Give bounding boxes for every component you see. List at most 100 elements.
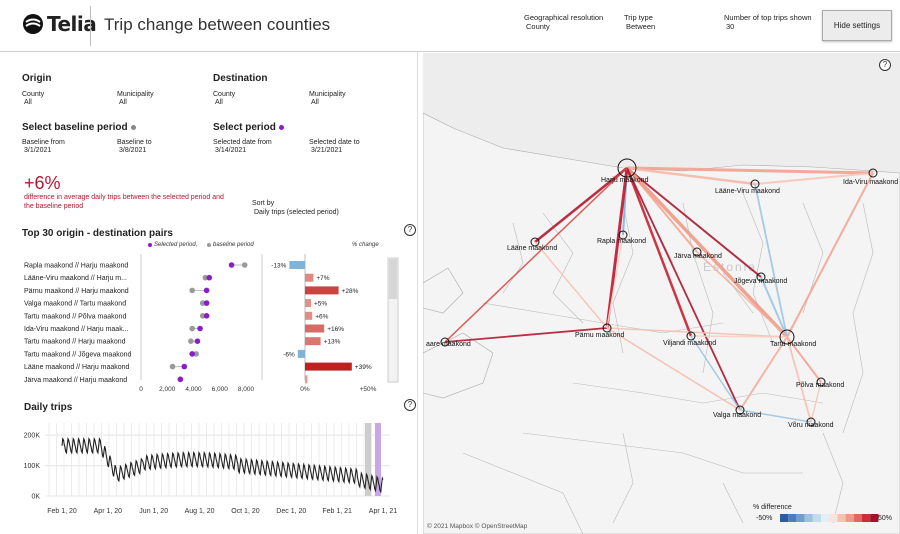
- flow-line: [626, 166, 874, 175]
- pair-label: Tartu maakond // Põlva maakond: [24, 313, 126, 320]
- baseline-dot: [193, 351, 199, 357]
- county-border: [722, 272, 754, 314]
- selected-period-band: [375, 423, 381, 496]
- trip-type-setting[interactable]: Trip type Between: [624, 13, 655, 31]
- baseline-dot: [189, 287, 195, 294]
- pct-label: +7%: [316, 275, 329, 282]
- legend-swatch: [788, 514, 797, 522]
- sort-by-control[interactable]: Sort by Daily trips (selected period): [252, 199, 339, 217]
- trip-map[interactable]: Estonia Harju maakond Ida-Viru maakond Lään…: [423, 53, 900, 534]
- selected-dot: [206, 274, 213, 281]
- selected-dot: [197, 325, 203, 332]
- county-border: [842, 202, 874, 434]
- pct-label: +39%: [355, 364, 372, 371]
- flow-line: [696, 251, 788, 338]
- x-tick-label: 0: [139, 386, 143, 393]
- daily-trips-help-icon[interactable]: ?: [404, 399, 416, 411]
- x-tick-label: Oct 1, 20: [231, 508, 260, 515]
- selected-dot: [189, 351, 195, 357]
- map-attribution: © 2021 Mapbox © OpenStreetMap: [427, 523, 528, 530]
- legend-selected-label: Selected period,: [154, 242, 197, 248]
- top-pairs-help-icon[interactable]: ?: [404, 224, 416, 236]
- pct-label: -6%: [283, 351, 295, 358]
- pct-bar: [305, 375, 308, 384]
- destination-municipality-filter[interactable]: Municipality All: [309, 91, 346, 107]
- county-label: Lääne maakond: [507, 245, 557, 252]
- daily-trips-line: [61, 436, 384, 494]
- origin-municipality-filter[interactable]: Municipality All: [117, 91, 154, 107]
- header-divider: [90, 6, 91, 46]
- top-trips-label: Number of top trips shown: [724, 13, 812, 22]
- destination-municipality-value: All: [311, 99, 319, 106]
- panel-divider: [417, 52, 418, 534]
- hide-settings-button[interactable]: Hide settings: [822, 10, 892, 41]
- pct-bar: [305, 299, 311, 308]
- county-label: Pärnu maakond: [575, 332, 625, 339]
- legend-swatch: [845, 514, 854, 522]
- selected-dot: [228, 262, 235, 268]
- county-label: Jõgeva maakond: [734, 278, 787, 285]
- pair-label: Tartu maakond // Jõgeva maakond: [24, 351, 132, 358]
- county-node: [602, 323, 612, 333]
- baseline-to-field[interactable]: Baseline to 3/8/2021: [117, 139, 152, 155]
- flow-line: [690, 335, 741, 411]
- county-label: Põlva maakond: [796, 382, 844, 389]
- origin-municipality-value: All: [119, 99, 127, 106]
- baseline-from-value: 3/1/2021: [24, 147, 52, 154]
- flow-line: [760, 276, 788, 338]
- origin-county-label: County: [22, 91, 45, 98]
- county-node: [806, 417, 816, 427]
- legend-swatch: [812, 514, 821, 522]
- baseline-from-field[interactable]: Baseline from 3/1/2021: [22, 139, 65, 155]
- pct-bar: [305, 362, 352, 371]
- geo-resolution-setting[interactable]: Geographical resolution County: [524, 13, 603, 31]
- selected-to-field[interactable]: Selected date to 3/21/2021: [309, 139, 360, 155]
- pct-label: +16%: [327, 326, 344, 333]
- pct-tick-label: +50%: [360, 386, 377, 393]
- legend-swatch: [870, 514, 879, 522]
- baseline-dot: [189, 325, 195, 332]
- county-label: Ida-Viru maakond: [843, 179, 898, 186]
- county-label: Rapla maakond: [597, 238, 646, 245]
- county-label: Lääne-Viru maakond: [715, 188, 780, 195]
- top-trips-value: 30: [726, 22, 735, 31]
- map-help-icon[interactable]: ?: [879, 59, 891, 71]
- flow-line: [534, 241, 608, 329]
- baseline-dot-icon: [130, 124, 136, 130]
- y-tick-label: 100K: [24, 463, 41, 470]
- overall-change-value: +6%: [24, 173, 61, 193]
- pct-bar: [305, 273, 314, 282]
- flow-line: [739, 336, 788, 411]
- selected-dot: [177, 376, 184, 383]
- county-label: Järva maakond: [674, 253, 722, 260]
- flow-line: [739, 409, 812, 423]
- top-trips-setting[interactable]: Number of top trips shown 30: [724, 13, 812, 31]
- county-node: [692, 247, 702, 257]
- baseline-dot: [188, 338, 194, 344]
- origin-municipality-label: Municipality: [117, 91, 154, 98]
- telia-logo-icon: [23, 14, 43, 34]
- county-node: [440, 337, 450, 347]
- x-tick-label: Aug 1, 20: [185, 508, 215, 515]
- x-tick-label: Feb 1, 20: [47, 508, 77, 515]
- county-border: [722, 482, 744, 524]
- pair-label: Rapla maakond // Harju maakond: [24, 263, 128, 270]
- pct-bar: [305, 286, 339, 295]
- legend-selected-dot: [148, 243, 152, 247]
- overall-change-description: difference in average daily trips betwee…: [24, 194, 224, 210]
- legend-baseline-label: baseline period: [213, 242, 254, 248]
- county-label: Harju maakond: [601, 177, 649, 184]
- trip-type-label: Trip type: [624, 13, 653, 22]
- pair-label: Ida-Viru maakond // Harju maak...: [24, 326, 129, 333]
- selected-from-field[interactable]: Selected date from 3/14/2021: [213, 139, 272, 155]
- left-panel: Origin Destination County All Municipali…: [0, 53, 420, 534]
- baseline-dot: [202, 274, 209, 281]
- flow-line: [786, 172, 874, 338]
- geo-resolution-value: County: [526, 22, 550, 31]
- destination-county-filter[interactable]: County All: [213, 91, 235, 107]
- page-title: Trip change between counties: [104, 15, 331, 34]
- pairs-scrollbar: [387, 257, 399, 383]
- county-border: [462, 452, 584, 534]
- origin-county-filter[interactable]: County All: [22, 91, 44, 107]
